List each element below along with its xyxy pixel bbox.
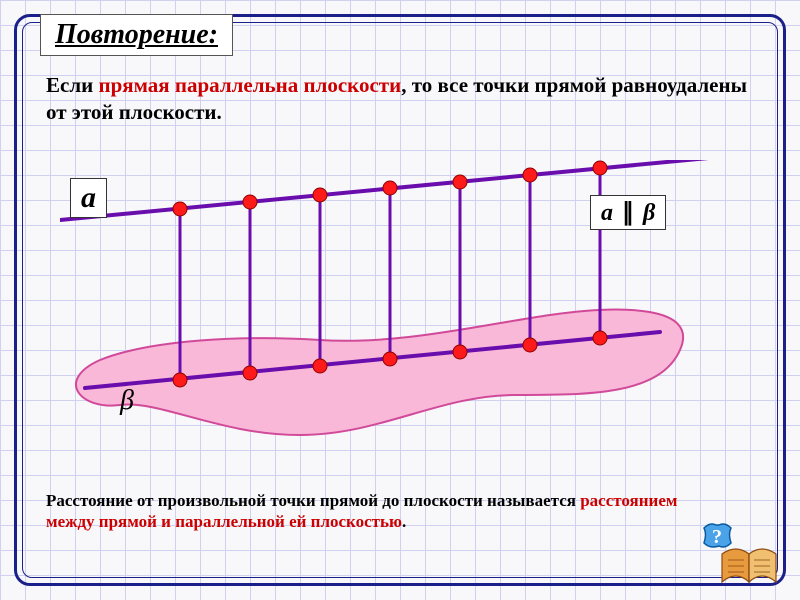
relation-badge: a ∥ β xyxy=(590,195,666,230)
definition-text: Расстояние от произвольной точки прямой … xyxy=(46,490,686,533)
relation-a: a xyxy=(601,200,613,226)
theorem-text: Если прямая параллельна плоскости, то вс… xyxy=(46,72,756,126)
def-pre: Расстояние от произвольной точки прямой … xyxy=(46,491,580,510)
line-a-label: a xyxy=(70,178,107,218)
theorem-highlight: прямая параллельна плоскости xyxy=(98,73,401,97)
line-a-label-text: a xyxy=(81,181,96,214)
decorative-icons: ? xyxy=(692,518,782,588)
relation-beta: β xyxy=(643,200,655,226)
def-post: . xyxy=(402,512,406,531)
title-box: Повторение: xyxy=(40,14,233,56)
title-text: Повторение: xyxy=(55,19,218,50)
svg-text:?: ? xyxy=(712,526,722,548)
plane-beta-label-text: β xyxy=(120,385,134,416)
theorem-pre: Если xyxy=(46,73,98,97)
plane-beta-label: β xyxy=(120,385,134,417)
book-question-icon: ? xyxy=(692,518,782,588)
parallel-icon: ∥ xyxy=(622,200,634,226)
